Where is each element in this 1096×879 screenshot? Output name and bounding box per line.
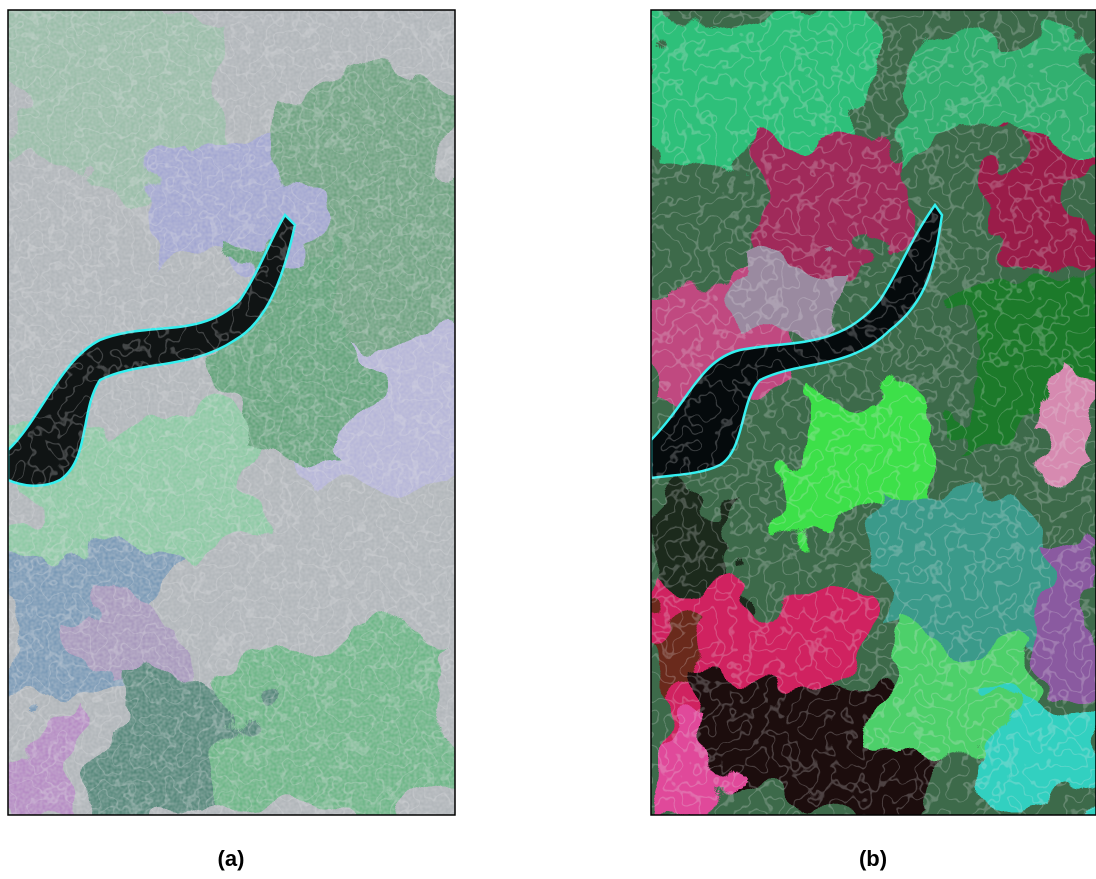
figure-images — [0, 0, 1096, 879]
panel-label: (b) — [859, 846, 887, 872]
figure: (a) (b) (() => { const data = JSON.parse… — [0, 0, 1096, 879]
panel-b-image — [651, 10, 1096, 815]
page: {"panels": [{"label": "(a)"}, {"label": … — [0, 0, 1096, 879]
panel-label: (a) — [218, 846, 245, 872]
panel-a-image — [8, 10, 455, 815]
